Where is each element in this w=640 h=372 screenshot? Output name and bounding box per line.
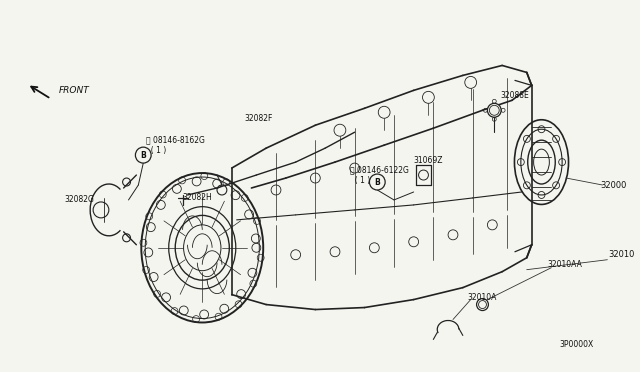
Circle shape [477, 299, 488, 311]
Text: 32010A: 32010A [468, 293, 497, 302]
Circle shape [136, 147, 151, 163]
Circle shape [488, 103, 501, 117]
Text: B: B [374, 177, 380, 186]
Text: Ⓑ 08146-8162G
  ( 1 ): Ⓑ 08146-8162G ( 1 ) [146, 135, 205, 155]
Text: 32082H: 32082H [182, 193, 212, 202]
Text: 31069Z: 31069Z [413, 155, 443, 164]
Text: 32010: 32010 [609, 250, 635, 259]
Text: 32000: 32000 [600, 180, 627, 189]
Text: 32082G: 32082G [65, 195, 95, 205]
Text: 32082F: 32082F [244, 114, 273, 123]
Text: 3P0000X: 3P0000X [559, 340, 593, 349]
Text: B: B [140, 151, 146, 160]
Text: 32010AA: 32010AA [547, 260, 582, 269]
Text: 32088E: 32088E [500, 91, 529, 100]
Text: FRONT: FRONT [59, 86, 90, 95]
Text: Ⓑ 08146-6122G
  ( 1 ): Ⓑ 08146-6122G ( 1 ) [349, 165, 408, 185]
Circle shape [369, 174, 385, 190]
